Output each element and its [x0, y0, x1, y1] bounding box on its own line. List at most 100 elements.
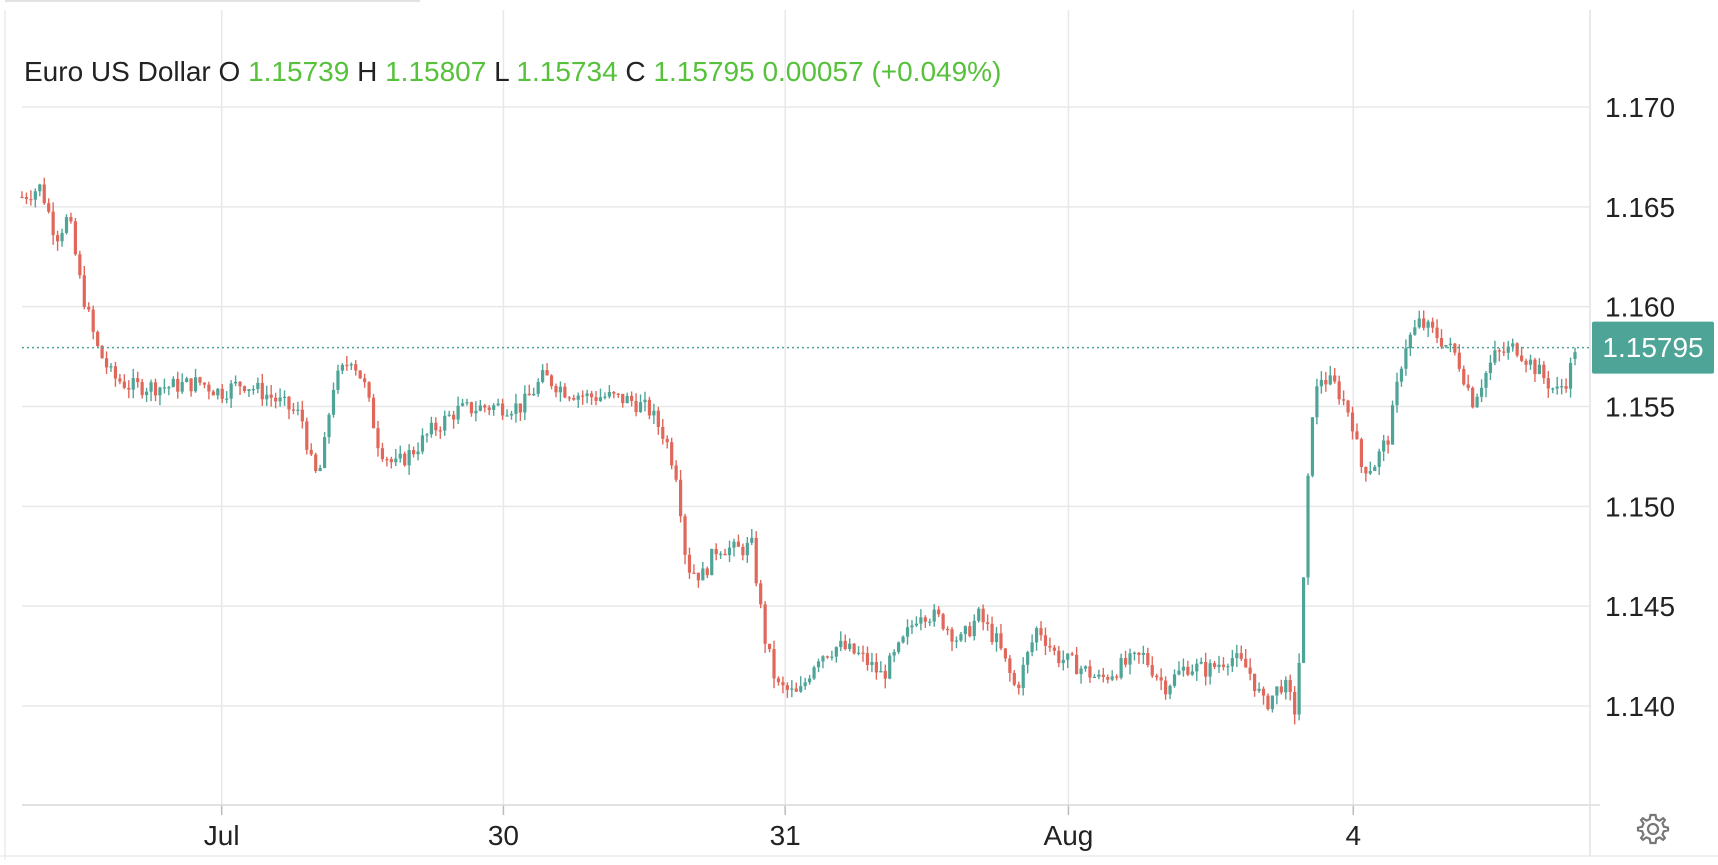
candle-body [701, 568, 705, 581]
candle-body [496, 403, 500, 406]
candle-body [233, 381, 238, 384]
candle-body [60, 232, 64, 242]
candle-body [1146, 652, 1150, 666]
candle-body [990, 623, 994, 643]
candle-body [38, 184, 42, 192]
candle-body [1301, 577, 1306, 663]
candle-body [1413, 327, 1417, 335]
candle-body [500, 403, 505, 416]
gear-icon[interactable] [1636, 812, 1670, 846]
candle-body [1333, 375, 1337, 382]
candle-body [131, 378, 135, 390]
candle-body [380, 448, 385, 460]
candle-body [892, 651, 896, 656]
candle-body [692, 572, 696, 574]
candle-body [1390, 405, 1395, 445]
x-tick-label: 30 [488, 820, 519, 851]
candle-body [1533, 359, 1537, 375]
candle-body [274, 397, 278, 402]
candle-body [994, 633, 999, 643]
candle-body [287, 396, 291, 410]
y-tick-label: 1.150 [1605, 491, 1675, 522]
candle-body [1221, 664, 1226, 667]
candle-body [1208, 663, 1212, 677]
candle-body [336, 370, 340, 390]
candles-group [20, 177, 1577, 725]
candle-body [790, 688, 794, 690]
candle-body [541, 370, 545, 382]
candle-body [741, 546, 745, 556]
candle-body [879, 670, 883, 673]
candle-body [376, 428, 380, 449]
candle-body [647, 399, 652, 416]
candle-body [73, 221, 77, 255]
candle-body [874, 661, 878, 673]
candle-body [314, 454, 318, 471]
last-price-tag: 1.15795 [1602, 331, 1704, 363]
candle-body [1306, 475, 1310, 578]
candle-body [856, 652, 861, 654]
candle-body [1235, 653, 1239, 659]
candle-body [1297, 662, 1301, 715]
candle-body [714, 548, 718, 555]
candle-body [981, 608, 985, 623]
candle-body [959, 634, 963, 641]
candle-body [78, 254, 82, 276]
candle-body [136, 378, 140, 383]
candle-body [1551, 388, 1555, 390]
candle-body [1471, 387, 1475, 408]
candle-body [296, 409, 300, 411]
candle-body [1230, 658, 1234, 667]
candle-body [518, 403, 522, 413]
candle-body [1248, 667, 1252, 674]
candle-body [1168, 685, 1172, 695]
candle-body [932, 609, 936, 622]
candle-body [474, 410, 478, 414]
candle-body [20, 196, 24, 199]
candle-body [928, 621, 932, 623]
candle-body [1266, 695, 1270, 710]
candle-body [1386, 440, 1390, 445]
candle-body [189, 378, 193, 392]
candle-body [883, 670, 887, 679]
candle-body [100, 345, 104, 359]
candle-body [630, 395, 634, 402]
candle-body [1092, 676, 1097, 679]
candle-body [785, 685, 789, 690]
candle-body [1284, 679, 1288, 693]
candle-body [696, 572, 700, 581]
candle-body [300, 409, 304, 422]
legend-close-label: C [625, 56, 646, 87]
candle-body [1404, 348, 1408, 369]
candle-body [149, 382, 153, 392]
candle-body [977, 608, 981, 621]
candle-body [1337, 381, 1341, 400]
candle-body [750, 537, 754, 543]
candle-body [1453, 343, 1457, 353]
candle-body [723, 553, 727, 556]
candle-body [678, 479, 683, 517]
candle-body [1261, 688, 1266, 696]
candle-body [923, 617, 927, 622]
candle-body [322, 437, 327, 468]
candle-body [1159, 677, 1163, 681]
candle-body [1373, 466, 1377, 472]
candle-body [776, 678, 781, 683]
candle-body [972, 620, 976, 637]
candle-body [140, 382, 144, 396]
candle-body [327, 414, 331, 438]
candle-body [1119, 658, 1123, 678]
candle-body [82, 275, 86, 307]
candle-body [870, 661, 874, 665]
candle-body [687, 554, 692, 573]
candle-body [549, 375, 554, 387]
candle-body [1061, 659, 1065, 664]
candle-body [986, 622, 990, 624]
candle-body [527, 393, 531, 396]
candle-body [865, 653, 870, 665]
candle-body [185, 378, 189, 383]
candle-body [1520, 355, 1524, 361]
candle-body [1128, 653, 1132, 665]
candle-body [1048, 645, 1052, 648]
